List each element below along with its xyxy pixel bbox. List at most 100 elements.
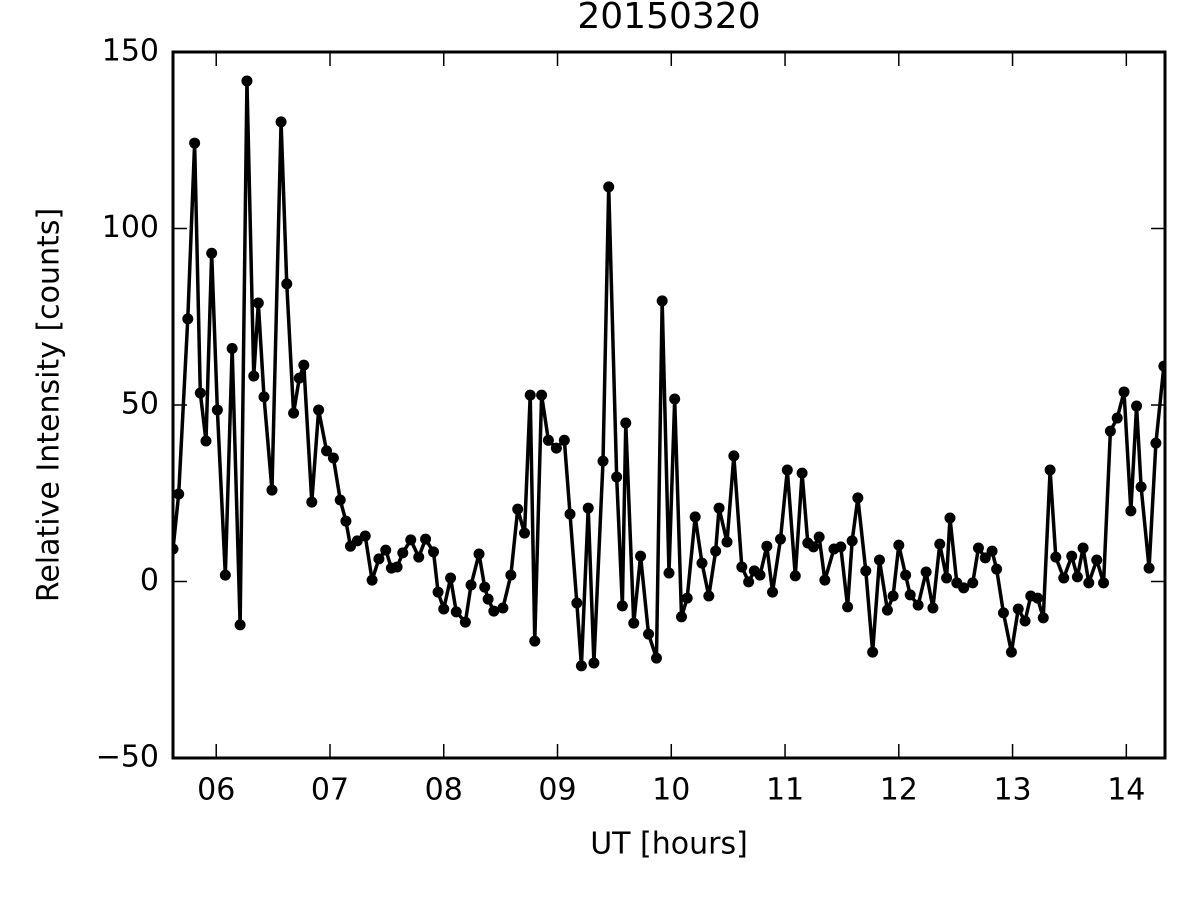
x-axis-label: UT [hours] <box>590 827 748 862</box>
data-point <box>1005 646 1017 658</box>
x-tick-label: 06 <box>197 773 235 808</box>
data-point <box>482 593 494 605</box>
data-point <box>1111 412 1123 424</box>
data-point <box>391 561 403 573</box>
data-point <box>252 297 264 309</box>
data-point <box>1044 464 1056 476</box>
data-point <box>445 572 457 584</box>
data-point <box>807 541 819 553</box>
data-point <box>860 565 872 577</box>
data-point <box>873 554 885 566</box>
data-point <box>1071 571 1083 583</box>
data-point <box>334 494 346 506</box>
data-point <box>536 389 548 401</box>
data-point <box>1091 554 1103 566</box>
y-tick-label: −50 <box>96 740 159 775</box>
data-point <box>397 547 409 559</box>
data-point <box>620 417 632 429</box>
data-point <box>313 404 325 416</box>
data-point <box>488 605 500 617</box>
data-point <box>920 566 932 578</box>
data-point <box>459 616 471 628</box>
data-point <box>564 508 576 520</box>
x-tick-label: 08 <box>425 773 463 808</box>
x-tick-label: 09 <box>538 773 576 808</box>
data-point <box>438 603 450 615</box>
data-point <box>432 586 444 598</box>
data-point <box>703 590 715 602</box>
data-point <box>497 602 509 614</box>
x-tick-label: 12 <box>880 773 918 808</box>
data-point <box>226 343 238 355</box>
data-point <box>754 569 766 581</box>
data-point <box>505 569 517 581</box>
data-point <box>298 359 310 371</box>
data-point <box>979 552 991 564</box>
data-point <box>904 589 916 601</box>
data-point <box>519 527 531 539</box>
data-point <box>275 116 287 128</box>
data-point <box>669 393 681 405</box>
data-point <box>512 503 524 515</box>
data-point <box>934 538 946 550</box>
data-point <box>689 511 701 523</box>
data-point <box>893 539 905 551</box>
chart-title: 20150320 <box>577 0 760 37</box>
data-point <box>1058 572 1070 584</box>
data-point <box>967 577 979 589</box>
data-point <box>189 137 201 149</box>
data-point <box>663 567 675 579</box>
data-point <box>1125 505 1137 517</box>
data-point <box>986 545 998 557</box>
data-point <box>173 488 185 500</box>
data-point <box>972 542 984 554</box>
data-point <box>588 657 600 669</box>
data-point <box>258 391 270 403</box>
y-axis-label: Relative Intensity [counts] <box>32 208 67 602</box>
data-point <box>288 407 300 419</box>
data-point <box>761 540 773 552</box>
data-point <box>266 484 278 496</box>
data-point <box>321 445 333 457</box>
data-point <box>628 617 640 629</box>
data-point <box>575 660 587 672</box>
data-point <box>846 535 858 547</box>
data-point <box>713 502 725 514</box>
data-point <box>616 600 628 612</box>
data-point <box>1158 360 1165 372</box>
data-point <box>603 181 615 193</box>
x-tick-label: 10 <box>652 773 690 808</box>
data-point <box>359 530 371 542</box>
data-point <box>736 561 748 573</box>
data-point <box>582 502 594 514</box>
data-point <box>558 434 570 446</box>
data-point <box>234 619 246 631</box>
data-point <box>867 646 879 658</box>
data-point <box>643 628 655 640</box>
x-tick-label: 14 <box>1107 773 1145 808</box>
data-point <box>887 590 899 602</box>
data-point <box>1012 603 1024 615</box>
data-point <box>405 534 417 546</box>
data-point <box>327 452 339 464</box>
data-point <box>1104 425 1116 437</box>
y-tick-label: 150 <box>102 34 159 69</box>
data-point <box>248 370 260 382</box>
data-point <box>710 545 722 557</box>
data-point <box>529 635 541 647</box>
data-point <box>380 544 392 556</box>
data-point <box>571 597 583 609</box>
data-point <box>366 574 378 586</box>
data-point <box>524 389 536 401</box>
data-point <box>813 531 825 543</box>
data-point <box>835 541 847 553</box>
data-point <box>413 551 425 563</box>
data-point <box>991 563 1003 575</box>
data-point <box>676 611 688 623</box>
data-point <box>796 467 808 479</box>
data-point <box>473 548 485 560</box>
data-point <box>958 582 970 594</box>
data-point <box>1050 551 1062 563</box>
data-point <box>781 464 793 476</box>
data-point <box>852 492 864 504</box>
